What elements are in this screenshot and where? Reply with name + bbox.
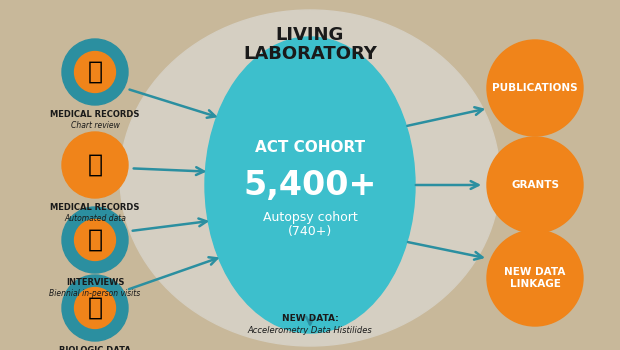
Text: 5,400+: 5,400+ (243, 168, 377, 202)
Text: BIOLOGIC DATA: BIOLOGIC DATA (59, 346, 131, 350)
Text: GRANTS: GRANTS (511, 180, 559, 190)
Text: Automated data: Automated data (64, 214, 126, 223)
Text: ACT COHORT: ACT COHORT (255, 140, 365, 155)
Text: Accelerometry Data Histilides: Accelerometry Data Histilides (247, 326, 373, 335)
Circle shape (487, 137, 583, 233)
Circle shape (487, 40, 583, 136)
Circle shape (74, 51, 115, 92)
Text: Chart review: Chart review (71, 121, 120, 130)
Circle shape (487, 230, 583, 326)
Ellipse shape (120, 10, 500, 346)
Ellipse shape (205, 37, 415, 333)
Circle shape (62, 132, 128, 198)
Text: MEDICAL RECORDS: MEDICAL RECORDS (50, 203, 140, 212)
Circle shape (74, 288, 115, 328)
Text: Biennial in-person visits: Biennial in-person visits (50, 289, 141, 298)
Text: (740+): (740+) (288, 225, 332, 238)
Text: NEW DATA:: NEW DATA: (281, 314, 339, 323)
Circle shape (62, 207, 128, 273)
Text: 📄: 📄 (87, 60, 102, 84)
Text: PUBLICATIONS: PUBLICATIONS (492, 83, 578, 93)
Text: 💻: 💻 (87, 153, 102, 177)
Text: 🔍: 🔍 (87, 296, 102, 320)
Circle shape (74, 145, 115, 186)
Text: INTERVIEWS: INTERVIEWS (66, 278, 124, 287)
Text: Autopsy cohort: Autopsy cohort (263, 211, 357, 224)
Text: LIVING
LABORATORY: LIVING LABORATORY (243, 26, 377, 63)
Circle shape (74, 219, 115, 260)
Text: 👤: 👤 (87, 228, 102, 252)
Circle shape (62, 39, 128, 105)
Text: MEDICAL RECORDS: MEDICAL RECORDS (50, 110, 140, 119)
Circle shape (62, 275, 128, 341)
Text: NEW DATA
LINKAGE: NEW DATA LINKAGE (504, 267, 565, 289)
